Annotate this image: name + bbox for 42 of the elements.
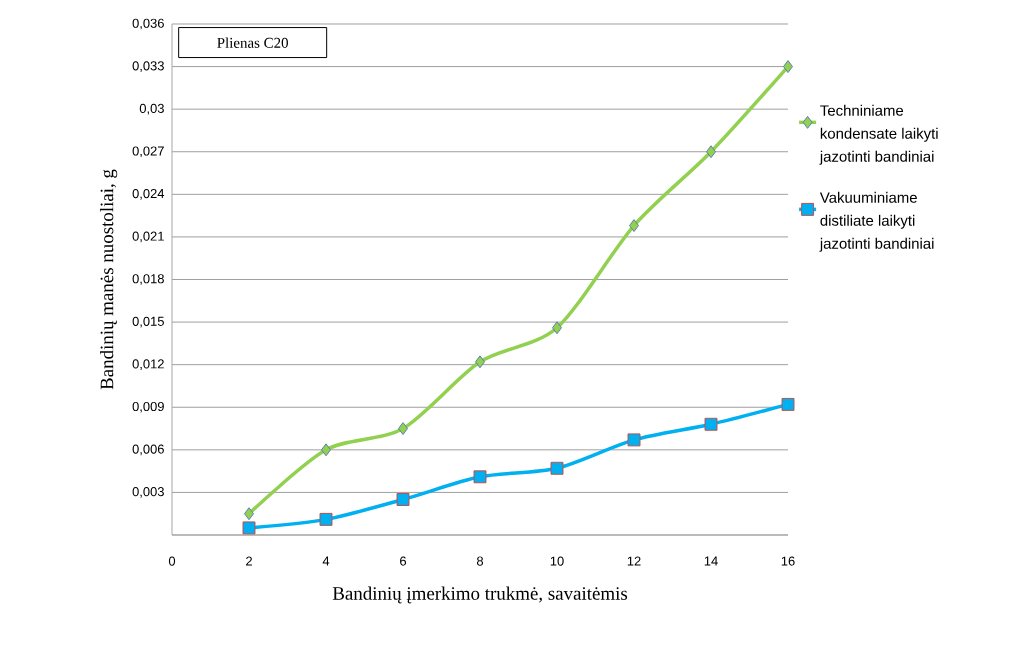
y-tick-label: 0,003 — [132, 487, 164, 498]
point — [704, 417, 718, 431]
y-tick-label: 0,033 — [132, 61, 164, 72]
y-tick-label: 0,012 — [132, 359, 164, 371]
point — [781, 397, 795, 411]
point — [783, 60, 793, 74]
annotation: Plienas C20 — [217, 37, 288, 48]
point — [244, 507, 254, 521]
point — [629, 219, 639, 233]
legend-label: Techniniame kondensate laikyti jazotinti bandiniai — [819, 104, 938, 165]
point — [242, 521, 256, 535]
point — [319, 512, 333, 526]
x-tick-label: 14 — [704, 556, 718, 566]
y-tick-label: 0,03 — [139, 103, 164, 115]
y-tick-label: 0,006 — [132, 444, 164, 456]
point — [550, 461, 564, 475]
y-tick-label: 0,036 — [132, 18, 164, 30]
y-tick-label: 0,018 — [132, 274, 164, 285]
point — [321, 443, 331, 457]
y-tick-label: 0,009 — [132, 401, 164, 413]
x-tick-label: 4 — [322, 556, 330, 566]
point — [552, 321, 562, 335]
y-axis-title: Bandinių manės nuostoliai, g — [100, 169, 118, 390]
point — [475, 355, 485, 369]
x-tick-label: 8 — [476, 556, 484, 566]
x-axis-title: Bandinių įmerkimo trukmė, savaitėmis — [332, 586, 628, 604]
x-tick-label: 16 — [781, 556, 795, 566]
y-tick-label: 0,027 — [132, 146, 164, 158]
y-tick-label: 0,021 — [132, 231, 164, 243]
y-tick-label: 0,015 — [132, 316, 164, 328]
point — [627, 433, 641, 447]
x-tick-label: 6 — [400, 556, 407, 566]
point — [396, 493, 410, 506]
x-tick-label: 2 — [246, 556, 252, 566]
legend-label: Vakuuminiame distiliate laikyti jazotinti bandiniai — [819, 191, 934, 252]
x-tick-label: 0 — [168, 556, 176, 566]
y-tick-label: 0,024 — [132, 188, 165, 200]
point — [473, 470, 487, 484]
point — [398, 422, 408, 436]
x-tick-label: 12 — [627, 556, 641, 566]
point — [706, 145, 716, 159]
x-tick-label: 10 — [550, 556, 564, 566]
